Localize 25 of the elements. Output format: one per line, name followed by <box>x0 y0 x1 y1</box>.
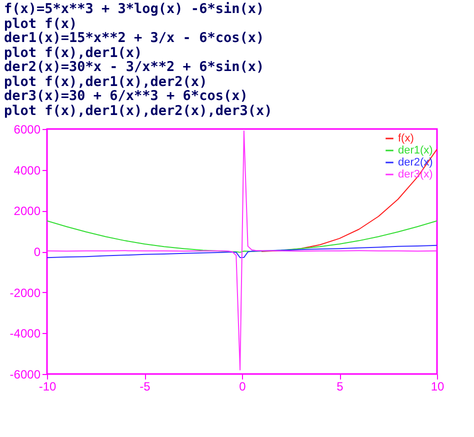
y-tick-label: -6000 <box>10 368 41 382</box>
legend-label: der1(x) <box>398 144 433 156</box>
text: plot f(x),der1(x),der2(x),der3(x) <box>4 102 274 118</box>
text: plot f(x),der1(x) <box>4 44 144 60</box>
y-tick-label: 6000 <box>14 122 41 136</box>
x-tick-label: 10 <box>430 380 444 394</box>
text: plot f(x),der1(x),der2(x) <box>4 74 208 90</box>
legend-label: f(x) <box>398 132 414 144</box>
y-tick-label: 0 <box>34 245 41 259</box>
y-tick-label: 4000 <box>14 163 41 178</box>
y-tick-label: -4000 <box>10 326 41 341</box>
text: f(x)=5*x**3 + 3*log(x) -6*sin(x) <box>4 1 266 17</box>
text: der2(x)=30*x - 3/x**2 + 6*sin(x) <box>4 59 266 75</box>
line-series <box>47 244 437 258</box>
text: der1(x)=15*x**2 + 3/x - 6*cos(x) <box>4 30 266 46</box>
text: plot f(x) <box>4 16 78 32</box>
y-tick-label: -2000 <box>10 286 41 300</box>
x-tick-label: -10 <box>38 380 56 394</box>
x-tick-label: 0 <box>239 380 246 394</box>
text: der3(x)=30 + 6/x**3 + 6*cos(x) <box>4 88 249 104</box>
y-tick-label: 2000 <box>14 204 41 218</box>
line-series <box>47 220 437 253</box>
line-series <box>47 130 437 370</box>
x-tick-label: 5 <box>336 380 344 394</box>
x-tick-label: -5 <box>140 380 151 394</box>
